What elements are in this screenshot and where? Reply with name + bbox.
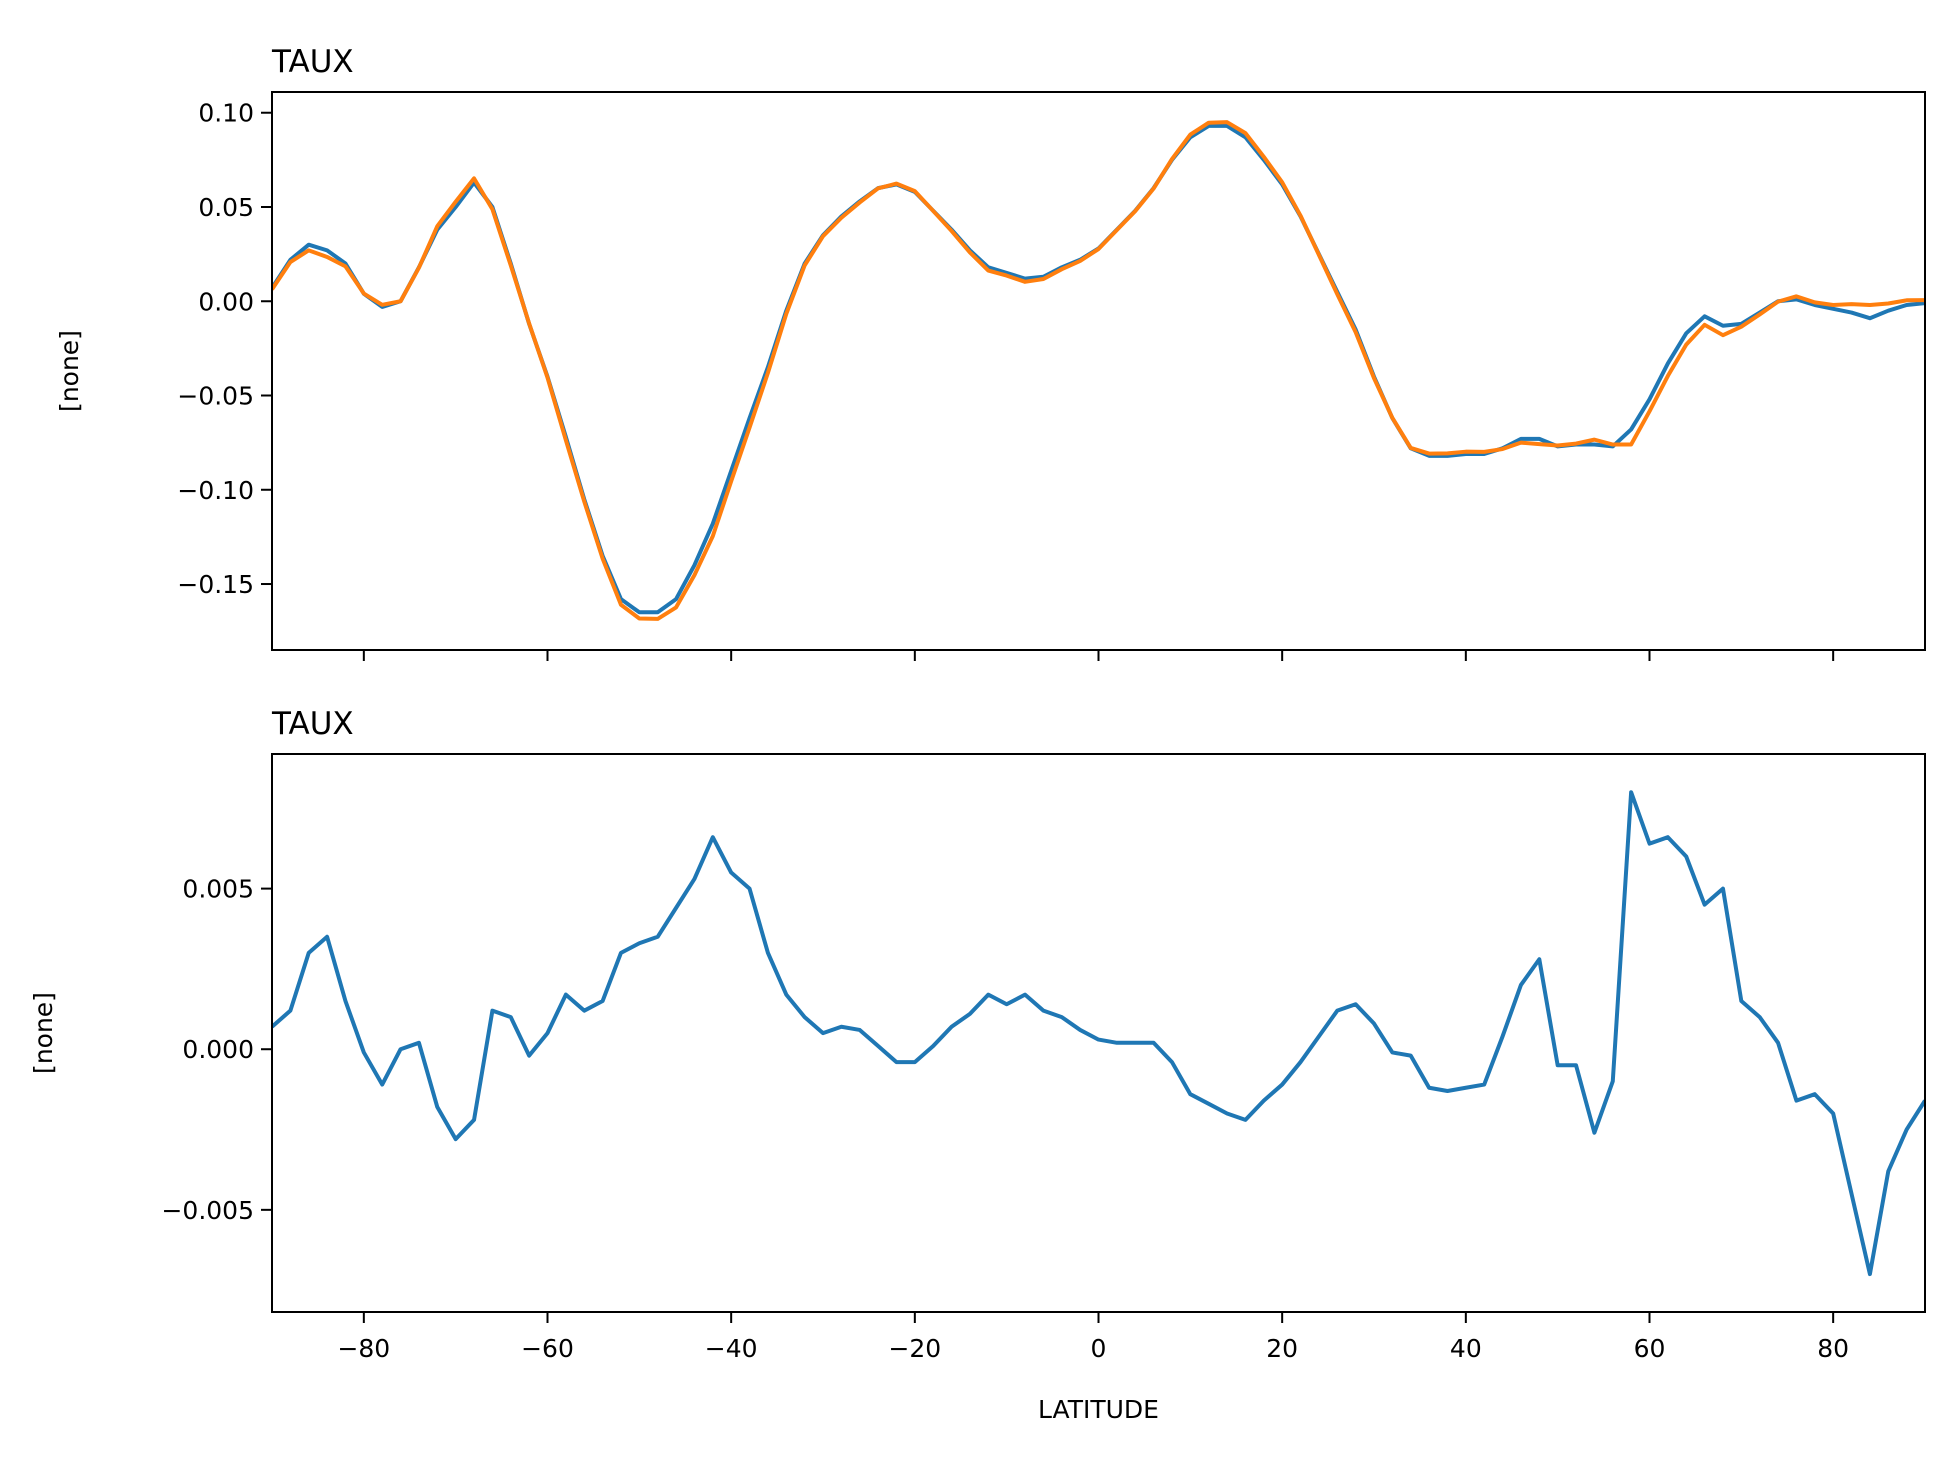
x-tick-label: 20 <box>1266 1334 1298 1363</box>
x-tick-label: 40 <box>1450 1334 1482 1363</box>
x-tick-label: −20 <box>888 1334 941 1363</box>
x-axis-label: LATITUDE <box>1038 1395 1159 1424</box>
x-tick-label: 80 <box>1817 1334 1849 1363</box>
series-line <box>272 123 1925 615</box>
x-tick-label: −80 <box>337 1334 390 1363</box>
series-line <box>272 120 1925 621</box>
y-axis-label: [none] <box>55 330 84 412</box>
subplot-title: TAUX <box>271 706 354 742</box>
x-tick-label: 0 <box>1091 1334 1107 1363</box>
y-tick-label: 0.000 <box>182 1035 254 1064</box>
x-tick-label: −40 <box>705 1334 758 1363</box>
y-tick-label: 0.00 <box>198 287 254 316</box>
y-tick-label: −0.10 <box>177 476 254 505</box>
subplot-title: TAUX <box>271 44 354 80</box>
y-tick-label: 0.005 <box>182 875 254 904</box>
y-axis-label: [none] <box>29 992 58 1074</box>
series-line <box>272 790 1925 1277</box>
y-tick-label: −0.05 <box>177 382 254 411</box>
y-tick-label: 0.10 <box>198 99 254 128</box>
y-tick-label: −0.15 <box>177 570 254 599</box>
axes-frame <box>271 91 1926 651</box>
y-tick-label: 0.05 <box>198 193 254 222</box>
y-tick-label: −0.005 <box>161 1196 254 1225</box>
x-tick-label: 60 <box>1634 1334 1666 1363</box>
x-tick-label: −60 <box>521 1334 574 1363</box>
